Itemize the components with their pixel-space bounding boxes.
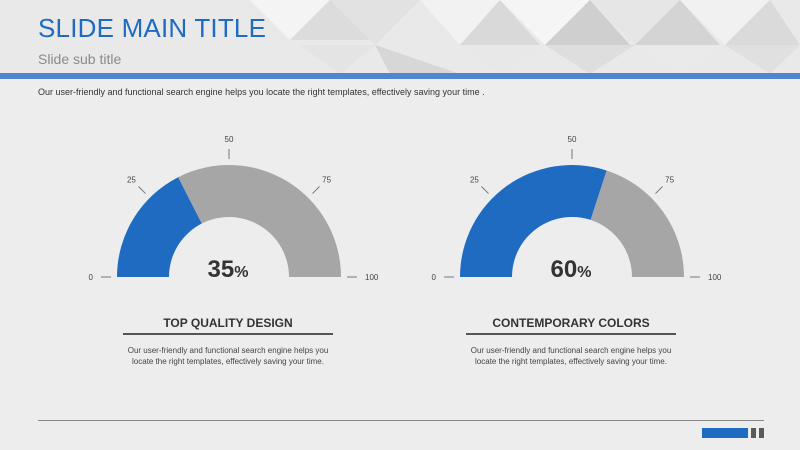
- card-1-title: TOP QUALITY DESIGN: [163, 316, 293, 330]
- slide-title: SLIDE MAIN TITLE: [38, 13, 267, 43]
- intro-text: Our user-friendly and functional search …: [38, 87, 485, 97]
- gauge-tick-mark: [138, 186, 146, 194]
- footer-line: [38, 420, 764, 421]
- gauge-tick-label: 0: [432, 273, 437, 282]
- footer-square: [751, 428, 756, 438]
- slide-subtitle: Slide sub title: [38, 51, 122, 67]
- gauge-tick-label: 75: [322, 175, 331, 184]
- gauge-tick-mark: [655, 186, 663, 194]
- gauge-tick-label: 100: [708, 273, 722, 282]
- header-geometric-pattern: [250, 0, 800, 74]
- footer-accent-block: [702, 428, 748, 438]
- gauge-2-unit: %: [577, 264, 592, 281]
- card-1-divider: [123, 333, 333, 335]
- gauge-tick-label: 25: [470, 175, 479, 184]
- gauge-tick-label: 50: [225, 135, 234, 144]
- gauge-tick-label: 0: [89, 273, 94, 282]
- card-2-description: Our user-friendly and functional search …: [470, 346, 672, 366]
- gauge-1-value-label: 35: [207, 256, 235, 283]
- gauge-value-arc: [460, 164, 607, 277]
- gauge-2-percent: 60%: [521, 256, 621, 284]
- gauge-tick-label: 100: [365, 273, 379, 282]
- gauge-tick-mark: [481, 186, 489, 194]
- gauge-track: [178, 165, 341, 277]
- gauge-1-percent: 35%: [178, 256, 278, 284]
- gauge-tick-label: 25: [127, 175, 136, 184]
- gauge-track: [590, 170, 684, 277]
- header-banner: SLIDE MAIN TITLE Slide sub title: [0, 0, 800, 74]
- gauge-tick-label: 75: [665, 175, 674, 184]
- gauge-1-unit: %: [234, 264, 249, 281]
- header-accent-bar: [0, 73, 800, 79]
- gauge-chart-1: 0 25 50 75 100: [89, 135, 379, 282]
- card-2-divider: [466, 333, 676, 335]
- footer-square: [759, 428, 764, 438]
- card-2-title: CONTEMPORARY COLORS: [492, 316, 650, 330]
- gauge-value-arc: [117, 177, 202, 277]
- gauge-chart-2: 0 25 50 75 100: [432, 135, 722, 282]
- gauge-tick-mark: [312, 186, 320, 194]
- gauge-2-value-label: 60: [550, 256, 578, 283]
- card-1-description: Our user-friendly and functional search …: [127, 346, 329, 366]
- gauge-tick-label: 50: [568, 135, 577, 144]
